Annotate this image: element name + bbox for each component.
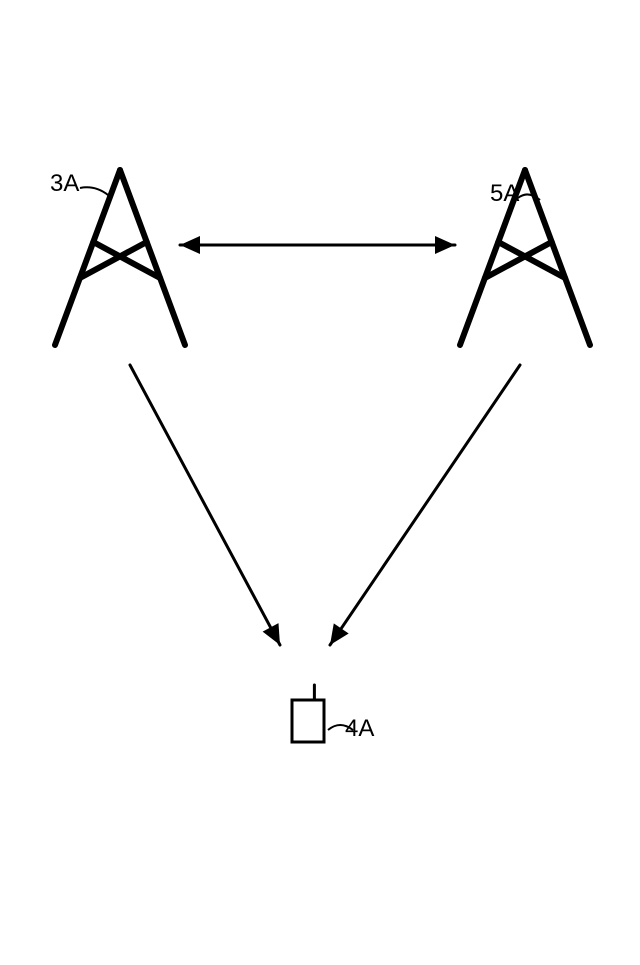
arrow-right-down-shaft xyxy=(330,365,520,645)
callout-left-tower xyxy=(80,187,108,195)
label-right-tower: 5A xyxy=(490,180,519,208)
diagram-svg xyxy=(0,0,640,965)
arrow-right-down-head xyxy=(330,623,349,645)
arrow-left-down-shaft xyxy=(130,365,280,645)
arrow-horizontal-head xyxy=(180,236,200,254)
label-left-tower: 3A xyxy=(50,170,79,198)
diagram-canvas: 3A 5A 4A xyxy=(0,0,640,965)
arrow-horizontal-head xyxy=(435,236,455,254)
label-device: 4A xyxy=(345,715,374,743)
device-body xyxy=(292,700,324,742)
tower-leg xyxy=(120,170,185,345)
